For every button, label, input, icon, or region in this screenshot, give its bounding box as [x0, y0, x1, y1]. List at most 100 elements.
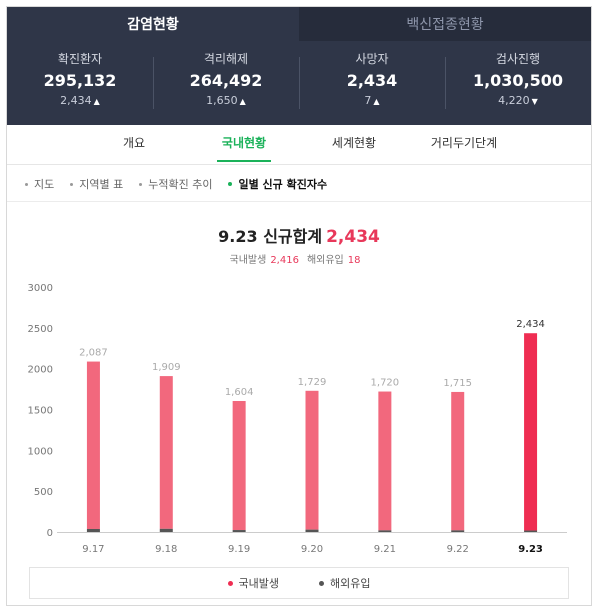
legend-dot-icon [227, 580, 233, 586]
chart-svg: 0 500 1000 1500 2000 2500 3000 2,087 9.17 1,909 9.… [28, 283, 567, 555]
view-label: 지역별 표 [79, 178, 124, 191]
legend-dot-icon [319, 580, 324, 586]
bar-domestic [159, 376, 173, 529]
y-tick-label: 1000 [28, 446, 53, 457]
x-tick-label: 9.22 [447, 544, 469, 555]
bar-domestic [524, 333, 538, 531]
y-tick-label: 500 [34, 487, 53, 498]
stat-released: 격리해제 264,492 1,650 ▲ [153, 51, 299, 117]
y-tick-label: 3000 [28, 283, 53, 294]
stat-label: 사망자 [355, 52, 389, 66]
stat-testing: 검사진행 1,030,500 4,220 ▼ [445, 51, 591, 117]
bar-total-label: 1,720 [371, 378, 400, 389]
stat-change: 1,650 ▲ [153, 93, 299, 109]
top-tabs: 감염현황 백신접종현황 [7, 7, 591, 41]
stat-value: 1,030,500 [472, 71, 564, 90]
y-tick-label: 0 [47, 528, 53, 539]
chart-title: 9.23 신규합계 2,434 [7, 223, 591, 247]
arrow-up-icon: ▲ [239, 97, 246, 106]
bar-overseas [451, 530, 465, 532]
bullet-icon [228, 182, 233, 186]
stat-value: 295,132 [43, 71, 117, 90]
stats-row: 확진환자 295,132 2,434 ▲ 격리해제 264,492 1,650 ▲ … [7, 51, 591, 117]
arrow-down-icon: ▼ [531, 97, 538, 106]
bar-domestic [86, 361, 100, 529]
bullet-icon [70, 182, 74, 186]
view-label: 누적확진 추이 [148, 178, 213, 191]
tab-overview[interactable]: 개요 [122, 136, 146, 150]
stat-deaths: 사망자 2,434 7 ▲ [299, 51, 445, 117]
covid-status-widget: 감염현황 백신접종현황 확진환자 295,132 2,434 ▲ 격리해제 264… [6, 6, 592, 606]
stat-change: 2,434 ▲ [7, 93, 153, 109]
chart-title-text: 신규합계 [263, 227, 323, 246]
bar-overseas [524, 530, 538, 532]
stat-change-value: 1,650 [206, 94, 238, 107]
domestic-value: 2,416 [270, 255, 299, 266]
arrow-up-icon: ▲ [373, 97, 380, 106]
bar-domestic [378, 391, 392, 531]
x-tick-label: 9.17 [82, 544, 104, 555]
tab-infection-status[interactable]: 감염현황 [7, 7, 299, 41]
tab-world[interactable]: 세계현황 [331, 136, 377, 150]
view-daily-new[interactable]: 일별 신규 확진자수 [228, 176, 327, 192]
legend-overseas[interactable]: 해외유입 [319, 575, 370, 591]
daily-cases-chart: 0 500 1000 1500 2000 2500 3000 2,087 9.17 1,909 9.… [7, 277, 591, 567]
stat-change: 7 ▲ [299, 93, 445, 109]
bar-total-label: 1,909 [152, 362, 181, 373]
view-region-table[interactable]: 지역별 표 [70, 176, 123, 192]
legend-domestic[interactable]: 국내발생 [227, 575, 279, 591]
x-tick-label: 9.19 [228, 544, 250, 555]
x-tick-label: 9.20 [301, 544, 323, 555]
bar-overseas [305, 529, 319, 532]
sub-nav: 개요 국내현황 세계현황 거리두기단계 [7, 125, 591, 165]
legend-label: 해외유입 [330, 577, 371, 590]
summary-panel: 감염현황 백신접종현황 확진환자 295,132 2,434 ▲ 격리해제 264… [7, 7, 591, 125]
y-tick-label: 2500 [28, 324, 53, 335]
stat-confirmed: 확진환자 295,132 2,434 ▲ [7, 51, 153, 117]
bar-total-label: 2,434 [516, 319, 545, 330]
divider [7, 201, 591, 202]
bar-total-label: 1,715 [443, 378, 472, 389]
view-cumulative-trend[interactable]: 누적확진 추이 [139, 176, 212, 192]
tab-domestic[interactable]: 국내현황 [189, 125, 299, 164]
legend-label: 국내발생 [238, 577, 279, 590]
view-label: 일별 신규 확진자수 [238, 178, 328, 191]
y-tick-label: 1500 [28, 406, 53, 417]
y-tick-label: 2000 [28, 365, 53, 376]
stat-value: 2,434 [346, 71, 398, 90]
bar-overseas [378, 530, 392, 532]
bullet-icon [25, 182, 28, 186]
tab-vaccination-status[interactable]: 백신접종현황 [299, 7, 591, 41]
arrow-up-icon: ▲ [93, 97, 100, 106]
chart-date: 9.23 [218, 227, 258, 246]
stat-value: 264,492 [189, 71, 263, 90]
x-tick-label: 9.23 [518, 544, 543, 555]
chart-legend: 국내발생 해외유입 [29, 567, 569, 599]
bar-domestic [305, 390, 319, 530]
bar-domestic [232, 401, 246, 531]
view-options: 지도 지역별 표 누적확진 추이 일별 신규 확진자수 [25, 171, 327, 197]
bar-total-label: 1,604 [225, 387, 254, 398]
stat-change-value: 4,220 [498, 94, 530, 107]
view-map[interactable]: 지도 [25, 176, 54, 192]
bar-overseas [159, 528, 173, 532]
chart-total: 2,434 [326, 227, 380, 247]
bar-domestic [451, 391, 465, 531]
overseas-label: 해외유입 [306, 255, 344, 266]
bar-total-label: 1,729 [298, 377, 327, 388]
chart-subtitle: 국내발생 2,416 해외유입 18 [7, 251, 591, 266]
bar-overseas [86, 528, 100, 532]
stat-label: 검사진행 [495, 52, 541, 66]
domestic-label: 국내발생 [229, 255, 267, 266]
overseas-value: 18 [347, 255, 361, 266]
stat-label: 격리해제 [203, 52, 249, 66]
x-tick-label: 9.21 [374, 544, 396, 555]
x-tick-label: 9.18 [155, 544, 177, 555]
stat-change-value: 2,434 [60, 94, 92, 107]
tab-distancing-level[interactable]: 거리두기단계 [430, 136, 498, 150]
stat-change-value: 7 [364, 94, 372, 107]
view-label: 지도 [34, 178, 55, 191]
bar-total-label: 2,087 [79, 348, 108, 359]
stat-label: 확진환자 [57, 52, 103, 66]
bullet-icon [139, 182, 143, 186]
